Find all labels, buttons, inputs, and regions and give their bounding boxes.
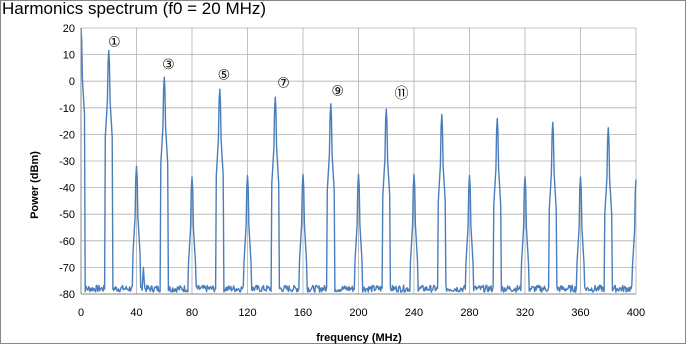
y-tick-label: -50 — [59, 209, 75, 221]
x-tick-label: 360 — [571, 307, 589, 319]
x-tick-label: 120 — [238, 307, 256, 319]
x-tick-label: 400 — [627, 307, 645, 319]
spectrum-line — [80, 27, 637, 293]
y-tick-label: 0 — [69, 76, 75, 88]
x-tick-label: 320 — [516, 307, 534, 319]
x-tick-label: 200 — [349, 307, 367, 319]
x-tick-label: 0 — [78, 307, 84, 319]
x-tick-label: 280 — [460, 307, 478, 319]
x-tick-label: 80 — [186, 307, 198, 319]
chart-title: Harmonics spectrum (f0 = 20 MHz) — [2, 0, 266, 18]
y-tick-label: -40 — [59, 183, 75, 195]
harmonic-marker: ⑪ — [395, 86, 409, 102]
harmonic-marker: ① — [108, 34, 121, 50]
harmonic-marker: ③ — [162, 57, 175, 73]
x-tick-label: 40 — [130, 307, 142, 319]
y-axis-label: Power (dBm) — [29, 151, 41, 219]
y-tick-label: -10 — [59, 103, 75, 115]
x-tick-labels: 0 40 80 120 160 200 240 280 320 360 400 — [78, 307, 645, 319]
y-tick-label: -70 — [59, 262, 75, 274]
y-tick-label: 20 — [63, 23, 75, 35]
y-tick-label: -60 — [59, 236, 75, 248]
harmonic-marker: ⑨ — [331, 84, 344, 100]
y-tick-label: -30 — [59, 156, 75, 168]
harmonic-annotations: ① ③ ⑤ ⑦ ⑨ ⑪ — [108, 34, 408, 102]
x-tick-label: 240 — [405, 307, 423, 319]
x-axis-label: frequency (MHz) — [316, 332, 402, 344]
y-tick-label: 10 — [63, 50, 75, 62]
y-tick-labels: 20 10 0 -10 -20 -30 -40 -50 -60 -70 -80 — [59, 23, 75, 301]
harmonic-marker: ⑦ — [277, 76, 290, 92]
x-tick-label: 160 — [294, 307, 312, 319]
harmonic-marker: ⑤ — [218, 68, 231, 84]
y-tick-label: -20 — [59, 129, 75, 141]
y-tick-label: -80 — [59, 289, 75, 301]
